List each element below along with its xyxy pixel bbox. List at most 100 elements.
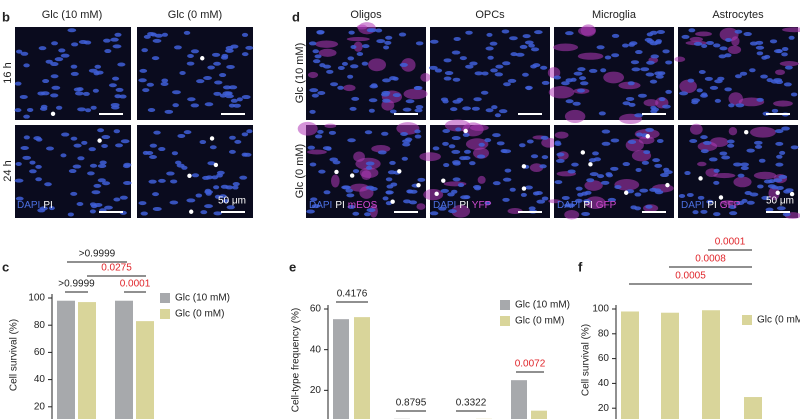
nucleus xyxy=(29,169,37,174)
y-tick-label: 100 xyxy=(592,304,609,315)
nucleus xyxy=(78,39,88,44)
nucleus xyxy=(644,37,653,42)
cell-signal xyxy=(423,189,444,201)
y-tick-label: 40 xyxy=(34,374,46,385)
nucleus xyxy=(771,108,779,113)
cell-signal xyxy=(541,137,558,148)
nucleus xyxy=(476,154,486,159)
caption-part: PI xyxy=(707,200,716,211)
nucleus xyxy=(565,31,574,36)
nucleus xyxy=(401,156,408,161)
nucleus xyxy=(414,108,423,113)
bar xyxy=(57,300,75,419)
nucleus xyxy=(429,39,439,44)
nucleus xyxy=(76,87,84,92)
nucleus xyxy=(555,158,565,163)
nucleus xyxy=(101,135,111,140)
nucleus xyxy=(230,98,238,103)
nucleus xyxy=(509,36,518,41)
cell-signal xyxy=(548,199,561,204)
nucleus xyxy=(26,107,34,112)
nucleus xyxy=(790,145,799,150)
nucleus xyxy=(597,174,605,179)
cell-signal xyxy=(401,58,416,72)
nucleus xyxy=(347,56,355,61)
nucleus xyxy=(453,36,461,41)
row-header: Glc (10 mM) xyxy=(294,43,306,104)
nucleus xyxy=(607,197,617,202)
nucleus xyxy=(322,64,332,69)
nucleus xyxy=(459,156,467,161)
nucleus xyxy=(504,168,512,173)
nucleus xyxy=(781,52,788,57)
nucleus xyxy=(311,93,319,98)
nucleus xyxy=(44,182,52,187)
cell-signal xyxy=(361,170,372,181)
nucleus xyxy=(376,39,386,44)
p-value: 0.0275 xyxy=(101,263,132,274)
nucleus xyxy=(147,107,156,112)
nucleus xyxy=(790,92,798,97)
cell-signal xyxy=(719,27,739,42)
nucleus xyxy=(540,135,549,140)
nucleus xyxy=(577,67,586,72)
nucleus xyxy=(525,86,532,91)
nucleus xyxy=(317,91,326,96)
row-header: 16 h xyxy=(2,62,14,83)
nucleus xyxy=(54,57,64,62)
nucleus xyxy=(601,129,611,134)
nucleus xyxy=(575,186,583,191)
nucleus xyxy=(451,136,461,141)
caption-part: PI xyxy=(43,200,52,211)
nucleus xyxy=(225,48,234,53)
nucleus xyxy=(530,47,540,52)
nucleus xyxy=(567,169,576,174)
nucleus xyxy=(755,45,765,50)
nucleus xyxy=(689,139,698,144)
cell-signal xyxy=(727,45,742,55)
cell-signal xyxy=(728,92,743,106)
nucleus xyxy=(97,178,106,183)
cell-signal xyxy=(753,171,777,180)
nucleus xyxy=(698,69,706,74)
nucleus xyxy=(40,104,48,109)
cell-signal xyxy=(679,79,697,94)
cell-signal xyxy=(697,141,718,152)
nucleus xyxy=(629,41,638,46)
nucleus xyxy=(309,162,317,167)
nucleus xyxy=(152,206,162,211)
nucleus xyxy=(199,140,207,145)
nucleus xyxy=(414,129,421,134)
nucleus xyxy=(309,88,319,93)
nucleus xyxy=(90,105,97,110)
nucleus xyxy=(577,192,584,197)
nucleus xyxy=(241,95,251,100)
nucleus xyxy=(639,188,649,193)
nucleus xyxy=(232,185,239,190)
bar xyxy=(744,397,762,419)
nucleus xyxy=(611,53,620,58)
nucleus xyxy=(492,133,501,138)
bar xyxy=(78,302,96,419)
nucleus xyxy=(773,49,783,54)
nucleus xyxy=(451,149,461,154)
nucleus xyxy=(347,138,356,143)
nucleus xyxy=(346,193,355,198)
nucleus xyxy=(756,51,764,56)
nucleus xyxy=(241,32,249,37)
nucleus xyxy=(77,107,86,112)
nucleus xyxy=(245,45,254,50)
nucleus xyxy=(487,55,494,60)
bar xyxy=(511,380,527,419)
cell-signal xyxy=(371,144,391,153)
nucleus xyxy=(643,150,651,155)
nucleus xyxy=(524,185,533,190)
panel-label: f xyxy=(578,259,583,274)
nucleus xyxy=(662,49,670,54)
y-tick-label: 40 xyxy=(310,344,322,355)
nucleus xyxy=(70,71,79,76)
nucleus xyxy=(236,97,243,102)
nucleus xyxy=(37,208,46,213)
nucleus xyxy=(369,186,378,191)
pi-dot xyxy=(397,169,402,174)
